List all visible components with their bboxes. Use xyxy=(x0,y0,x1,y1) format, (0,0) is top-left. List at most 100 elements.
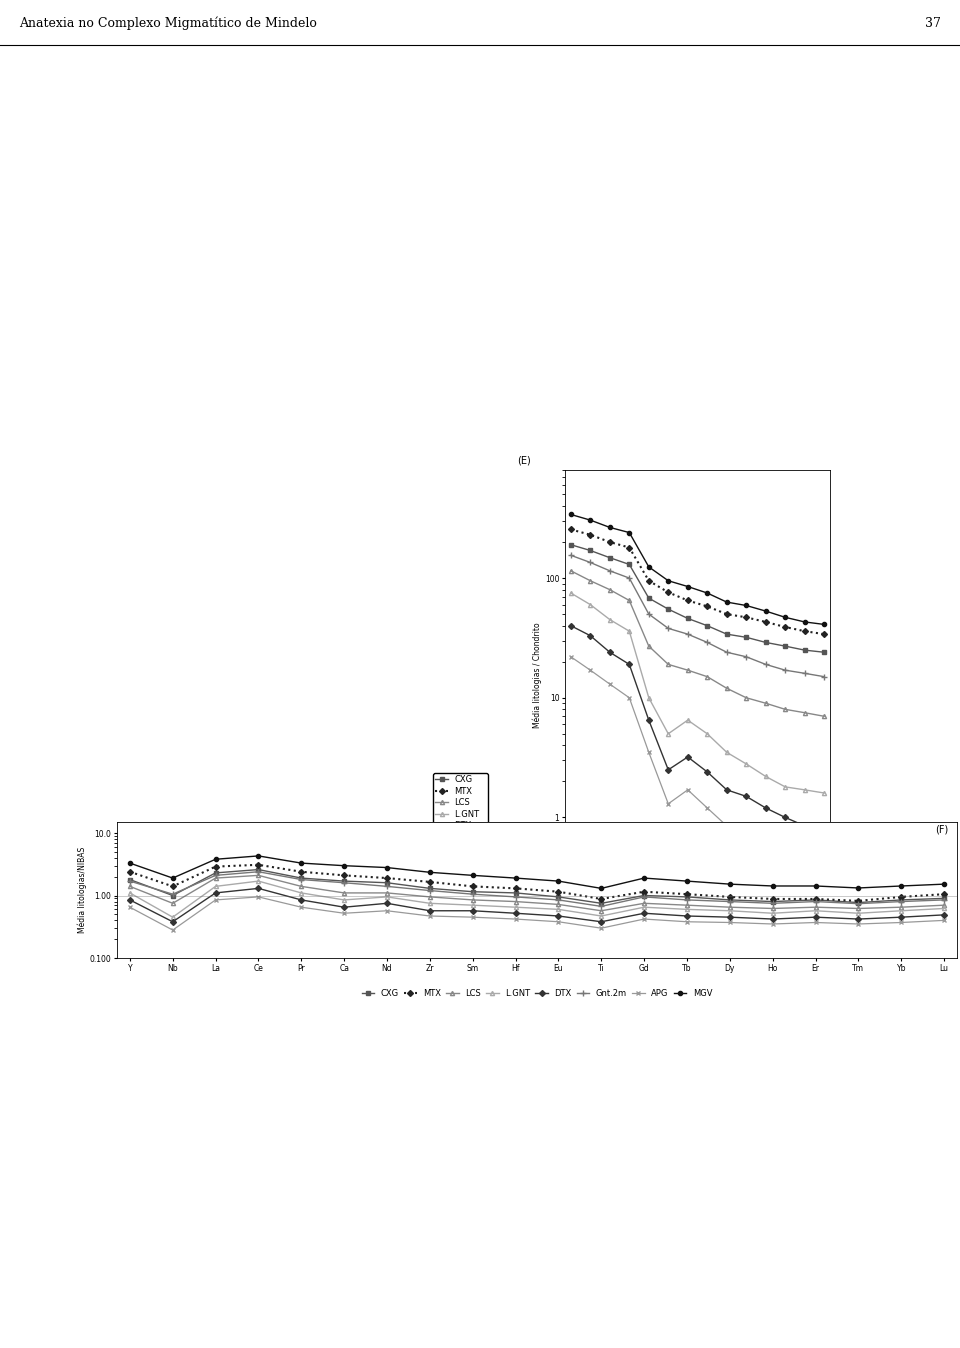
CXG xyxy=(638,887,650,903)
APG xyxy=(296,899,307,915)
DTX xyxy=(938,907,949,923)
L.GNT xyxy=(724,903,735,919)
Line: DTX: DTX xyxy=(128,886,947,923)
CXG xyxy=(252,861,264,878)
L.GNT xyxy=(338,892,349,909)
CXG xyxy=(740,630,752,646)
MTX xyxy=(124,864,135,880)
MTX xyxy=(682,886,693,902)
LCS xyxy=(702,669,713,685)
CXG xyxy=(767,894,779,910)
CXG xyxy=(799,642,810,658)
LCS xyxy=(724,899,735,915)
APG xyxy=(467,909,478,925)
L.GNT xyxy=(721,744,732,760)
DTX xyxy=(682,749,693,766)
CXG xyxy=(565,537,577,553)
APG xyxy=(381,903,393,919)
LCS xyxy=(767,900,779,917)
MTX xyxy=(682,592,693,608)
APG xyxy=(682,782,693,798)
Legend: CXG, MTX, LCS, L.GNT, DTX, Gnt.2m, APG, MGV: CXG, MTX, LCS, L.GNT, DTX, Gnt.2m, APG, … xyxy=(433,772,488,867)
DTX xyxy=(624,656,636,673)
LCS xyxy=(638,895,650,911)
MGV xyxy=(553,874,564,890)
APG xyxy=(565,648,577,665)
MTX xyxy=(780,619,791,635)
MTX xyxy=(624,539,636,555)
Line: DTX: DTX xyxy=(568,624,827,832)
MTX xyxy=(938,886,949,902)
MTX xyxy=(810,891,822,907)
MGV xyxy=(682,874,693,890)
APG xyxy=(852,915,864,931)
Gnt.2m xyxy=(643,607,655,623)
LCS xyxy=(721,681,732,697)
LCS xyxy=(682,898,693,914)
CXG xyxy=(553,888,564,905)
MTX xyxy=(767,891,779,907)
LCS xyxy=(604,581,615,597)
APG xyxy=(724,914,735,930)
MGV xyxy=(467,867,478,883)
L.GNT xyxy=(799,782,810,798)
LCS xyxy=(467,892,478,909)
DTX xyxy=(810,909,822,925)
L.GNT xyxy=(467,898,478,914)
LCS xyxy=(124,879,135,895)
LCS xyxy=(818,708,829,724)
DTX xyxy=(896,909,907,925)
Gnt.2m xyxy=(740,648,752,665)
CXG xyxy=(662,601,674,617)
L.GNT xyxy=(740,756,752,772)
L.GNT xyxy=(252,874,264,890)
L.GNT xyxy=(167,909,179,925)
MTX xyxy=(510,880,521,896)
MTX xyxy=(381,869,393,886)
MTX xyxy=(252,857,264,874)
APG xyxy=(338,905,349,921)
APG xyxy=(721,818,732,834)
L.GNT xyxy=(682,712,693,728)
L.GNT xyxy=(638,899,650,915)
MGV xyxy=(760,603,772,619)
CXG xyxy=(381,875,393,891)
L.GNT xyxy=(938,900,949,917)
DTX xyxy=(682,909,693,925)
DTX xyxy=(167,914,179,930)
L.GNT xyxy=(643,690,655,706)
Gnt.2m xyxy=(624,570,636,586)
CXG xyxy=(724,892,735,909)
CXG xyxy=(702,617,713,634)
LCS xyxy=(662,656,674,673)
APG xyxy=(643,744,655,760)
L.GNT xyxy=(662,725,674,741)
Line: MTX: MTX xyxy=(568,527,827,636)
CXG xyxy=(682,611,693,627)
LCS xyxy=(381,884,393,900)
MTX xyxy=(818,625,829,642)
Gnt.2m xyxy=(167,886,179,902)
APG xyxy=(740,828,752,844)
Gnt.2m xyxy=(780,662,791,678)
APG xyxy=(818,860,829,876)
MGV xyxy=(381,860,393,876)
CXG xyxy=(810,892,822,909)
Gnt.2m xyxy=(702,635,713,651)
MTX xyxy=(721,607,732,623)
L.GNT xyxy=(124,884,135,900)
Gnt.2m xyxy=(467,886,478,902)
Text: Anatexia no Complexo Migmatítico de Mindelo: Anatexia no Complexo Migmatítico de Mind… xyxy=(19,16,317,31)
LCS xyxy=(624,592,636,608)
MTX xyxy=(585,527,596,543)
DTX xyxy=(565,617,577,634)
Gnt.2m xyxy=(724,894,735,910)
APG xyxy=(424,909,436,925)
Gnt.2m xyxy=(767,895,779,911)
APG xyxy=(702,799,713,816)
MGV xyxy=(767,878,779,894)
Gnt.2m xyxy=(721,644,732,661)
APG xyxy=(585,662,596,678)
LCS xyxy=(682,662,693,678)
CXG xyxy=(595,895,607,911)
